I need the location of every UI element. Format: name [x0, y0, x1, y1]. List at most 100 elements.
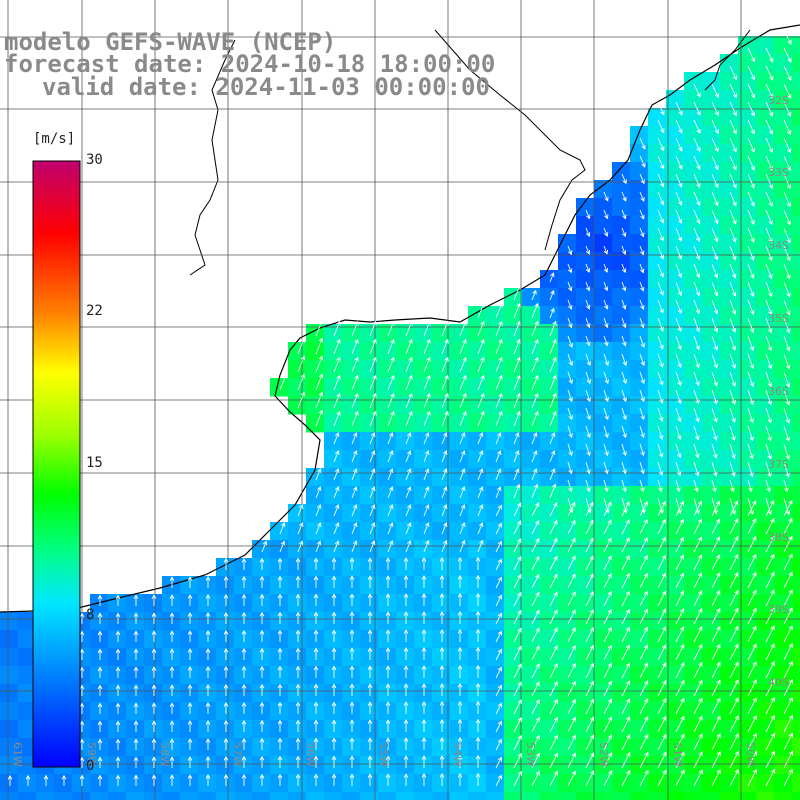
wind-arrow-head: [552, 338, 557, 344]
wind-arrow: [729, 443, 735, 459]
wind-arrow-head: [660, 128, 665, 134]
wind-arrow: [423, 393, 431, 409]
wind-arrow-head: [535, 609, 540, 615]
wind-arrow-head: [151, 630, 157, 635]
wind-vectors: [7, 29, 794, 787]
wind-arrow-head: [79, 630, 85, 636]
wind-arrow: [603, 627, 612, 643]
wind-arrow: [693, 83, 701, 98]
wind-arrow-head: [318, 391, 324, 397]
wind-arrow-head: [241, 683, 247, 689]
wind-arrow: [783, 733, 793, 751]
wind-cell: [666, 126, 685, 145]
wind-arrow-head: [406, 432, 412, 438]
wind-cell: [378, 612, 397, 631]
wind-arrow-head: [385, 773, 391, 778]
wind-arrow: [567, 753, 576, 769]
wind-cell: [720, 414, 739, 433]
wind-arrow: [657, 555, 666, 571]
wind-arrow-head: [603, 286, 609, 292]
wind-cell: [666, 504, 685, 523]
wind-cell: [756, 126, 775, 145]
wind-arrow: [513, 303, 521, 319]
wind-cell: [306, 558, 325, 577]
wind-cell: [414, 558, 433, 577]
wind-arrow: [333, 375, 341, 391]
wind-cell: [666, 198, 685, 217]
wind-cell: [126, 738, 145, 757]
wind-arrow-head: [316, 468, 322, 474]
wind-arrow-head: [424, 522, 430, 528]
wind-arrow-head: [784, 487, 789, 493]
wind-arrow-head: [460, 432, 466, 438]
wind-cell: [504, 342, 523, 361]
wind-arrow-head: [713, 327, 719, 333]
wind-arrow-head: [390, 410, 395, 416]
wind-arrow-head: [571, 501, 576, 507]
wind-arrow: [711, 626, 721, 643]
wind-arrow: [765, 263, 773, 279]
wind-cell: [360, 702, 379, 721]
wind-cell: [234, 594, 253, 613]
wind-arrow-head: [534, 356, 539, 362]
wind-arrow-head: [750, 147, 755, 153]
wind-arrow-head: [749, 472, 754, 478]
wind-arrow-head: [241, 701, 247, 707]
wind-cell: [558, 558, 577, 577]
wind-arrow-head: [731, 436, 736, 442]
wind-arrow-head: [788, 643, 793, 648]
wind-arrow-head: [498, 410, 503, 416]
wind-arrow: [729, 479, 734, 492]
wind-arrow-head: [552, 483, 557, 489]
wind-arrow-head: [732, 237, 737, 243]
wind-arrow: [567, 263, 572, 273]
wind-arrow: [675, 479, 680, 492]
wind-cell: [630, 630, 649, 649]
wind-arrow: [567, 735, 576, 751]
wind-arrow-head: [734, 697, 739, 703]
wind-arrow: [549, 610, 558, 625]
wind-arrow-head: [696, 237, 701, 243]
wind-arrow-head: [352, 504, 358, 510]
wind-arrow-head: [552, 356, 557, 362]
wind-arrow: [495, 339, 503, 355]
wind-arrow: [621, 407, 627, 420]
wind-cell: [450, 378, 469, 397]
wind-arrow-head: [713, 363, 718, 369]
wind-arrow-head: [334, 486, 340, 492]
wind-cell: [270, 612, 289, 631]
wind-arrow-head: [367, 719, 373, 724]
wind-arrow: [747, 317, 754, 333]
wind-arrow-head: [352, 522, 358, 528]
wind-cell: [180, 792, 199, 800]
wind-arrow-head: [590, 770, 595, 776]
wind-arrow-head: [695, 435, 700, 441]
wind-arrow-head: [533, 483, 539, 489]
wind-arrow-head: [352, 468, 358, 474]
wind-cell: [306, 612, 325, 631]
wind-arrow: [549, 484, 556, 499]
wind-arrow-head: [750, 201, 755, 207]
wind-arrow: [387, 375, 395, 391]
wind-arrow: [495, 631, 502, 643]
wind-arrow-head: [643, 626, 649, 632]
wind-cell: [378, 324, 397, 343]
wind-arrow-head: [318, 373, 324, 379]
wind-arrow: [783, 407, 790, 424]
wind-cell: [0, 774, 19, 793]
wind-arrow-head: [223, 629, 229, 635]
wind-arrow-head: [424, 432, 430, 438]
wind-arrow-head: [439, 772, 445, 778]
wind-cell: [306, 540, 325, 559]
wind-cell: [558, 522, 577, 541]
wind-arrow-head: [532, 450, 538, 456]
wind-arrow-head: [662, 626, 667, 632]
wind-cell: [594, 234, 613, 253]
wind-arrow: [639, 353, 645, 366]
wind-arrow: [351, 357, 359, 373]
wind-arrow-head: [367, 647, 373, 652]
wind-arrow-head: [7, 774, 13, 780]
wind-arrow-head: [457, 736, 463, 742]
wind-arrow: [531, 556, 540, 571]
wind-arrow: [675, 626, 685, 643]
